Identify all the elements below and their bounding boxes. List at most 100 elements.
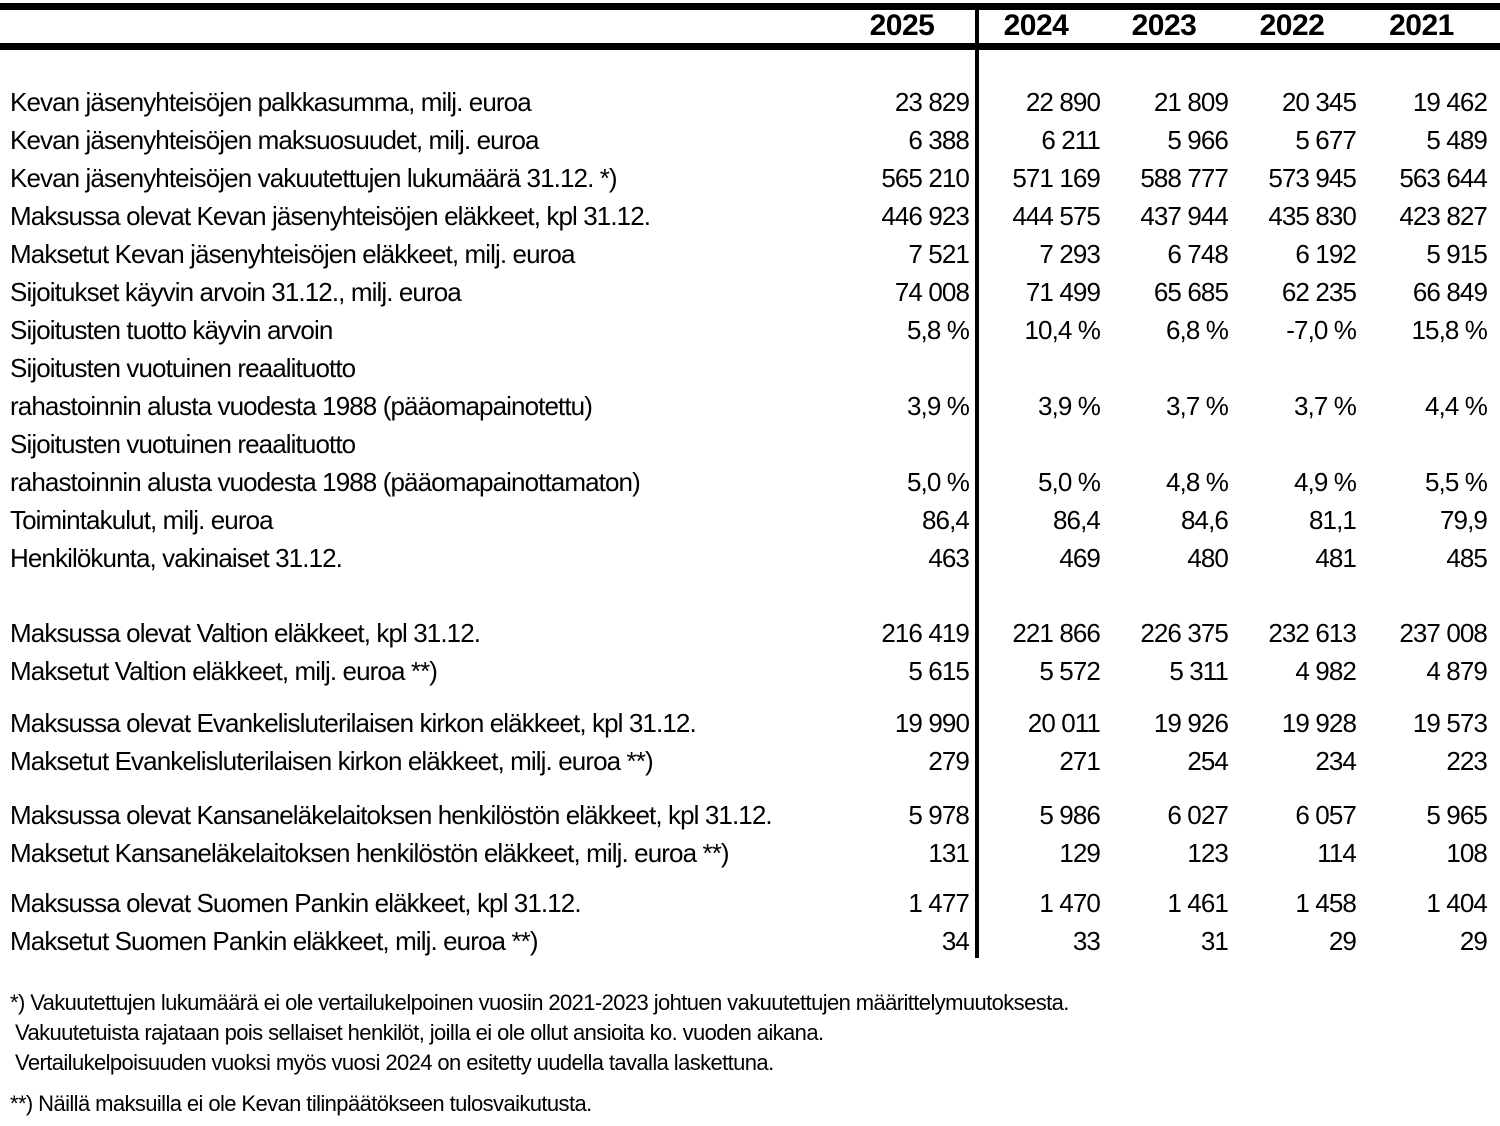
footnote-double-star: **) Näillä maksuilla ei ole Kevan tilinp…: [10, 1091, 592, 1116]
value-2024: 22 890: [1025, 87, 1101, 117]
table-section: Maksussa olevat Valtion eläkkeet, kpl 31…: [10, 614, 1488, 690]
row-label: Kevan jäsenyhteisöjen vakuutettujen luku…: [10, 163, 618, 193]
table-row: Maksetut Evankelisluterilaisen kirkon el…: [10, 742, 1488, 780]
value-2022: 1 458: [1295, 888, 1356, 918]
value-2021: 19 573: [1412, 708, 1488, 738]
row-label: rahastoinnin alusta vuodesta 1988 (pääom…: [10, 391, 593, 421]
value-2023: 588 777: [1140, 163, 1229, 193]
table-row: rahastoinnin alusta vuodesta 1988 (pääom…: [10, 463, 1488, 501]
value-2022: 573 945: [1268, 163, 1357, 193]
top-rule: [0, 3, 1500, 10]
table-row: Maksussa olevat Evankelisluterilaisen ki…: [10, 704, 1488, 742]
value-2021: 485: [1446, 543, 1488, 573]
value-2021: 5,5 %: [1425, 467, 1488, 497]
value-2022: 29: [1328, 926, 1357, 956]
value-2025: 5,8 %: [907, 315, 970, 345]
value-2023: 5 311: [1169, 656, 1229, 686]
value-2025: 5 615: [908, 656, 969, 686]
row-label: Maksussa olevat Kansaneläkelaitoksen hen…: [10, 800, 773, 830]
value-2023: 21 809: [1153, 87, 1229, 117]
row-label: Sijoitusten vuotuinen reaalituotto: [10, 353, 356, 383]
value-2024: 129: [1059, 838, 1101, 868]
header-year-2025: 2025: [869, 9, 935, 42]
footnotes: *) Vakuutettujen lukumäärä ei ole vertai…: [0, 988, 1500, 1119]
header-empty-cell: [10, 9, 862, 43]
table-section: Maksussa olevat Suomen Pankin eläkkeet, …: [10, 884, 1488, 960]
value-2023: 65 685: [1153, 277, 1229, 307]
table-row: Maksetut Kansaneläkelaitoksen henkilöstö…: [10, 834, 1488, 872]
value-2022: 5 677: [1295, 125, 1356, 155]
table-row: Sijoitusten vuotuinen reaalituotto: [10, 425, 1487, 463]
table-row: Kevan jäsenyhteisöjen maksuosuudet, milj…: [10, 121, 1488, 159]
value-2024: 71 499: [1025, 277, 1101, 307]
table-row: Toimintakulut, milj. euroa 86,4 86,4 84,6 81…: [10, 501, 1488, 539]
value-2025: 216 419: [881, 618, 970, 648]
value-2023: [1100, 349, 1228, 387]
value-2025: [862, 425, 972, 463]
row-label: Toimintakulut, milj. euroa: [10, 505, 274, 535]
value-2022: [1228, 425, 1356, 463]
value-2023: 4,8 %: [1166, 467, 1229, 497]
row-label: rahastoinnin alusta vuodesta 1988 (pääom…: [10, 467, 641, 497]
value-2022: 4,9 %: [1294, 467, 1357, 497]
table-section: Kevan jäsenyhteisöjen palkkasumma, milj.…: [10, 83, 1488, 577]
value-2025: 5,0 %: [907, 467, 970, 497]
value-2021: [1356, 349, 1487, 387]
value-2024: 33: [1072, 926, 1101, 956]
value-2022: 4 982: [1295, 656, 1356, 686]
value-2024: 3,9 %: [1038, 391, 1101, 421]
value-2021: 79,9: [1439, 505, 1488, 535]
value-2025: 74 008: [894, 277, 970, 307]
row-label: Sijoitusten tuotto käyvin arvoin: [10, 315, 333, 345]
table-row: Maksetut Kevan jäsenyhteisöjen eläkkeet,…: [10, 235, 1488, 273]
value-2025: 463: [928, 543, 970, 573]
footnote-star-line-3: Vertailukelpoisuuden vuoksi myös vuosi 2…: [15, 1050, 774, 1075]
table-row: Maksetut Valtion eläkkeet, milj. euroa *…: [10, 652, 1488, 690]
value-2022: 435 830: [1268, 201, 1357, 231]
table-row: Kevan jäsenyhteisöjen vakuutettujen luku…: [10, 159, 1488, 197]
value-2024: 6 211: [1041, 125, 1101, 155]
value-2025: 1 477: [908, 888, 969, 918]
footnote-star-line-1: *) Vakuutettujen lukumäärä ei ole vertai…: [10, 990, 1069, 1015]
value-2024: 5 572: [1039, 656, 1100, 686]
value-2025: [862, 349, 972, 387]
table-row: Maksetut Suomen Pankin eläkkeet, milj. e…: [10, 922, 1488, 960]
value-2023: [1100, 425, 1228, 463]
value-2021: 15,8 %: [1411, 315, 1487, 345]
value-2024: 571 169: [1012, 163, 1101, 193]
row-label: Maksetut Valtion eläkkeet, milj. euroa *…: [10, 656, 438, 686]
value-2021: 5 965: [1426, 800, 1487, 830]
header-year-2022: 2022: [1259, 9, 1325, 42]
table-row: Sijoitukset käyvin arvoin 31.12., milj. …: [10, 273, 1488, 311]
value-2024: 20 011: [1027, 708, 1101, 738]
table-row: Sijoitusten tuotto käyvin arvoin 5,8 % 10,…: [10, 311, 1488, 349]
value-2021: 1 404: [1426, 888, 1487, 918]
value-2024: 221 866: [1012, 618, 1101, 648]
row-label: Kevan jäsenyhteisöjen maksuosuudet, milj…: [10, 125, 539, 155]
value-2021: 5 489: [1426, 125, 1487, 155]
value-2025: 7 521: [908, 239, 969, 269]
value-2022: 6 057: [1295, 800, 1356, 830]
value-2021: 4,4 %: [1425, 391, 1488, 421]
table-row: Maksussa olevat Valtion eläkkeet, kpl 31…: [10, 614, 1488, 652]
value-2024: 5 986: [1039, 800, 1100, 830]
table-header: 2025 2024 2023 2022 2021: [0, 9, 1500, 43]
row-label: Sijoitukset käyvin arvoin 31.12., milj. …: [10, 277, 462, 307]
value-2025: 279: [928, 746, 970, 776]
value-2023: 437 944: [1140, 201, 1229, 231]
table-row: Maksussa olevat Suomen Pankin eläkkeet, …: [10, 884, 1488, 922]
value-2021: 423 827: [1399, 201, 1488, 231]
value-2023: 6 748: [1167, 239, 1228, 269]
value-2021: [1356, 425, 1487, 463]
row-label: Henkilökunta, vakinaiset 31.12.: [10, 543, 343, 573]
table-row: rahastoinnin alusta vuodesta 1988 (pääom…: [10, 387, 1488, 425]
value-2024: 5,0 %: [1038, 467, 1101, 497]
value-2022: [1228, 349, 1356, 387]
table-row: Maksussa olevat Kevan jäsenyhteisöjen el…: [10, 197, 1488, 235]
table-section: Maksussa olevat Kansaneläkelaitoksen hen…: [10, 796, 1488, 872]
value-2023: 3,7 %: [1166, 391, 1229, 421]
value-2024: 444 575: [1012, 201, 1101, 231]
value-2025: 565 210: [881, 163, 970, 193]
row-label: Maksussa olevat Suomen Pankin eläkkeet, …: [10, 888, 582, 918]
